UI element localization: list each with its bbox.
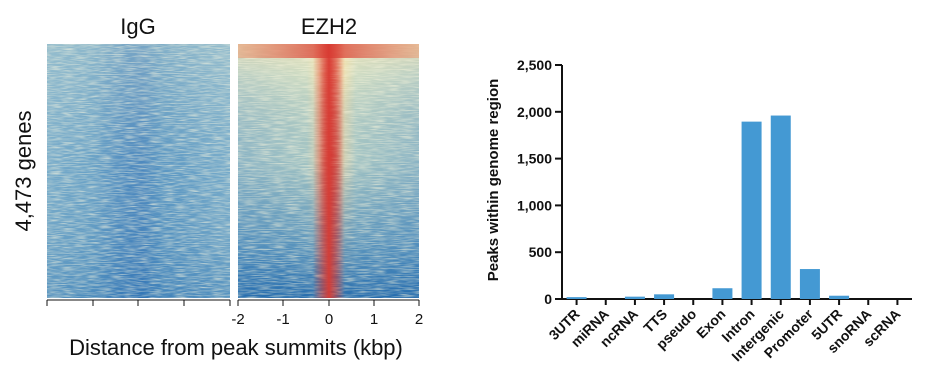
heatmap-ezh2 [238,44,419,298]
heatmap-x-label: Distance from peak summits (kbp) [69,335,403,360]
bar-chart-axes [555,64,912,305]
bar-y-tick-label: 2,500 [517,57,552,73]
bar-y-tick-label: 1,500 [517,151,552,167]
bar-y-tick-label: 0 [544,291,552,307]
bar-y-tick-label: 500 [529,244,553,260]
bar-5utr [829,295,850,299]
bar-intron [741,121,762,300]
bar-y-tick-label: 1,000 [517,197,552,213]
bar-intergenic [770,115,791,299]
bar-ncrna [624,296,645,299]
heatmap-title-igg: IgG [120,14,155,39]
heatmap-y-label: 4,473 genes [11,110,36,231]
bar-y-axis-label: Peaks within genome region [485,79,502,282]
bar-tts [654,294,675,299]
bar-y-tick-label: 2,000 [517,104,552,120]
heatmap-igg [47,44,230,298]
bar-promoter [799,269,820,299]
heatmap-x-tick-label: 2 [415,311,423,328]
heatmap-x-axis-ezh2 [237,299,420,306]
heatmap-x-tick-label: -2 [231,311,244,328]
heatmap-x-tick-label: 1 [370,311,378,328]
bar-3utr [566,297,587,299]
bar-chart-bars [566,115,850,300]
heatmap-x-axis-igg [46,299,231,306]
bar-exon [712,288,733,299]
heatmap-title-ezh2: EZH2 [301,14,357,39]
heatmap-x-tick-label: 0 [325,311,333,328]
heatmap-x-tick-label: -1 [276,311,289,328]
